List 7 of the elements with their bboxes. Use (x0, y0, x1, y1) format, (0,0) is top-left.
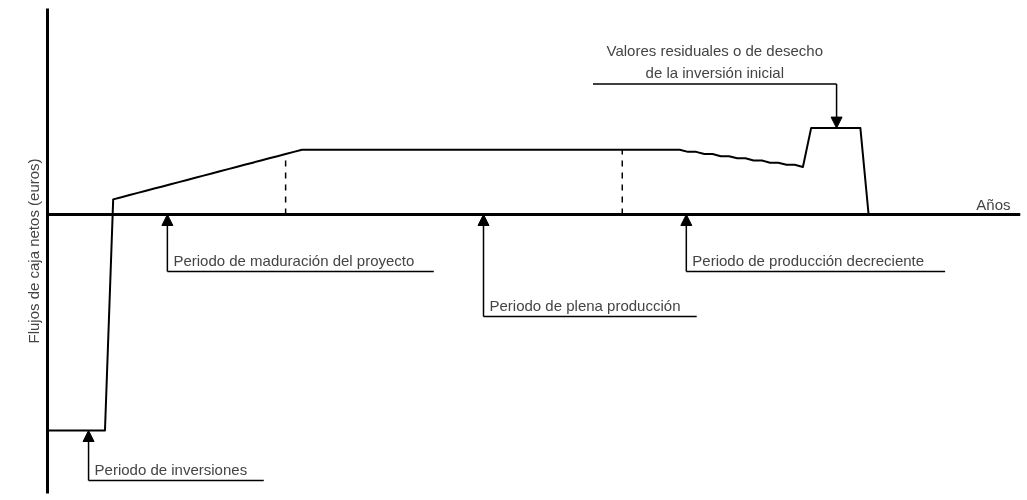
text: Valores residuales o de desecho de la inversión inicial (606, 42, 824, 82)
annotation: Periodo de producción decreciente (692, 251, 925, 269)
annotation: Periodo de plena producción (489, 296, 681, 314)
y-axis-title: Flujos de caja netos (euros) (24, 158, 42, 344)
text: Años (976, 195, 1011, 213)
annotation: Periodo de maduración del proyecto (173, 251, 415, 269)
text: Periodo de inversiones (94, 460, 248, 478)
